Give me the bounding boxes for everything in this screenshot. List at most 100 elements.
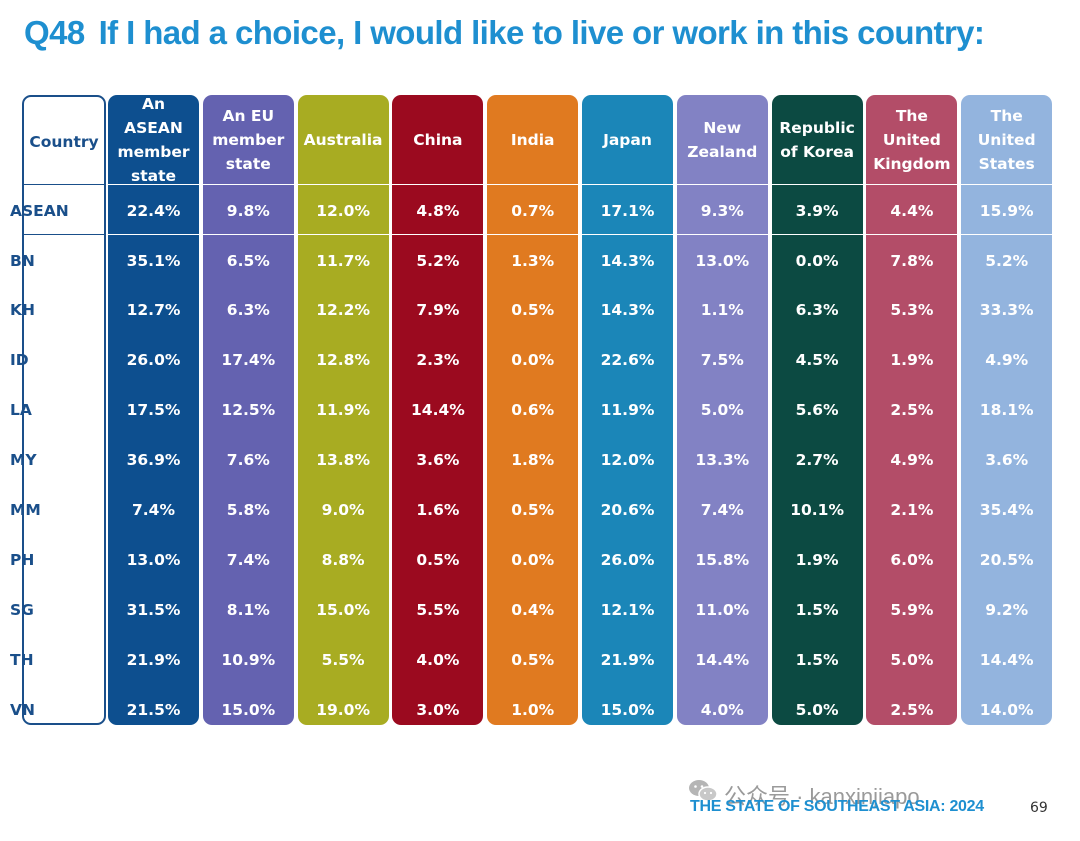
table-cell: 9.0% bbox=[321, 501, 365, 519]
table-cell: 15.8% bbox=[695, 550, 750, 569]
table-cell: 0.5% bbox=[511, 301, 555, 320]
table-cell: 1.9% bbox=[795, 550, 839, 569]
column-9: The United States 15.9% 5.2% 33.3% 4.9% 18.1%… bbox=[961, 95, 1053, 725]
table-cell: 5.6% bbox=[795, 401, 839, 420]
table-cell: 4.0% bbox=[700, 700, 744, 719]
table-cell: 1.8% bbox=[511, 451, 555, 470]
question-number: Q48 bbox=[24, 14, 85, 51]
row-label: ASEAN bbox=[10, 201, 69, 220]
table-cell: 13.0% bbox=[126, 550, 181, 569]
row-label: MM bbox=[10, 501, 41, 519]
table-cell: 4.4% bbox=[890, 201, 934, 220]
table-cell: 0.7% bbox=[511, 201, 555, 220]
column-header: Japan bbox=[603, 130, 652, 149]
table-cell: 7.4% bbox=[132, 501, 175, 519]
table-cell: 3.6% bbox=[416, 451, 460, 470]
table-cell: 5.9% bbox=[890, 600, 934, 619]
table-cell: 14.4% bbox=[979, 650, 1034, 669]
table-cell: 21.9% bbox=[600, 650, 655, 669]
table-cell: 33.3% bbox=[979, 301, 1034, 320]
table-cell: 19.0% bbox=[316, 700, 370, 719]
table-cell: 2.5% bbox=[890, 700, 934, 719]
table-cell: 5.0% bbox=[795, 700, 839, 719]
table-cell: 14.4% bbox=[411, 401, 465, 420]
table-cell: 14.0% bbox=[979, 700, 1034, 719]
column-2: Australia 12.0% 11.7% 12.2% 12.8% 11.9% 13.8% 9… bbox=[297, 95, 389, 725]
column-7: Republic of Korea 3.9% 0.0% 6.3% 4.5% 5.6% 2.7… bbox=[771, 95, 863, 725]
column-6: New Zealand 9.3% 13.0% 1.1% 7.5% 5.0% 13.3% 7.4… bbox=[676, 95, 768, 725]
table-cell: 2.3% bbox=[416, 351, 460, 370]
question-text: If I had a choice, I would like to live … bbox=[98, 14, 985, 51]
table-cell: 4.5% bbox=[795, 351, 839, 370]
table-cell: 11.7% bbox=[316, 251, 370, 270]
table-cell: 14.4% bbox=[695, 650, 750, 669]
table-cell: 13.8% bbox=[316, 451, 370, 470]
column-header: India bbox=[510, 130, 555, 149]
table-cell: 10.9% bbox=[221, 650, 276, 669]
table-cell: 7.5% bbox=[700, 351, 744, 370]
table-cell: 0.5% bbox=[511, 650, 555, 669]
table-cell: 8.8% bbox=[321, 550, 365, 569]
table-cell: 35.4% bbox=[979, 501, 1034, 519]
table-cell: 1.5% bbox=[795, 650, 839, 669]
table-cell: 0.0% bbox=[511, 550, 555, 569]
table-cell: 26.0% bbox=[126, 351, 181, 370]
column-header: An EU member state bbox=[212, 106, 285, 173]
table-cell: 12.1% bbox=[600, 600, 655, 619]
table-cell: 26.0% bbox=[600, 550, 655, 569]
column-1: An EU member state 9.8% 6.5% 6.3% 17.4% 12.5%… bbox=[202, 95, 294, 725]
table-cell: 6.3% bbox=[795, 301, 839, 320]
table-cell: 6.5% bbox=[226, 251, 270, 270]
column-header: Republic of Korea bbox=[779, 118, 855, 161]
row-label: PH bbox=[10, 550, 35, 569]
table-cell: 11.0% bbox=[695, 600, 750, 619]
table-cell: 22.4% bbox=[126, 201, 181, 220]
table-cell: 12.0% bbox=[600, 451, 655, 470]
row-label: BN bbox=[10, 251, 35, 270]
table-cell: 5.5% bbox=[416, 600, 460, 619]
table-cell: 7.8% bbox=[890, 251, 934, 270]
table-cell: 3.0% bbox=[416, 700, 460, 719]
table-cell: 20.6% bbox=[600, 501, 655, 519]
table-cell: 2.1% bbox=[890, 501, 934, 519]
table-cell: 21.9% bbox=[126, 650, 181, 669]
country-header: Country bbox=[29, 132, 99, 151]
table-cell: 5.3% bbox=[890, 301, 934, 320]
table-cell: 0.5% bbox=[511, 501, 555, 519]
table-cell: 2.5% bbox=[890, 401, 934, 420]
table-cell: 13.3% bbox=[695, 451, 750, 470]
column-header: The United Kingdom bbox=[873, 106, 951, 173]
table-cell: 0.4% bbox=[511, 600, 555, 619]
row-label: TH bbox=[10, 650, 34, 669]
row-label: SG bbox=[10, 600, 34, 619]
table-cell: 1.3% bbox=[511, 251, 555, 270]
row-label: LA bbox=[10, 401, 32, 420]
column-header: China bbox=[413, 130, 463, 149]
table-cell: 12.8% bbox=[316, 351, 370, 370]
table-cell: 7.4% bbox=[700, 501, 744, 519]
table-cell: 5.2% bbox=[985, 251, 1029, 270]
table-cell: 5.5% bbox=[321, 650, 365, 669]
table-cell: 15.0% bbox=[221, 700, 276, 719]
table-cell: 12.7% bbox=[126, 301, 181, 320]
table-cell: 15.0% bbox=[316, 600, 370, 619]
table-cell: 22.6% bbox=[600, 351, 655, 370]
table-cell: 31.5% bbox=[126, 600, 181, 619]
table-cell: 0.6% bbox=[511, 401, 555, 420]
table-cell: 4.8% bbox=[416, 201, 460, 220]
table-cell: 4.9% bbox=[985, 351, 1029, 370]
table-cell: 4.9% bbox=[890, 451, 934, 470]
table-cell: 0.5% bbox=[416, 550, 460, 569]
column-header: Australia bbox=[303, 130, 383, 149]
row-separator-country bbox=[22, 234, 106, 235]
row-label: ID bbox=[10, 351, 29, 370]
table-cell: 1.6% bbox=[416, 501, 460, 519]
column-5: Japan 17.1% 14.3% 14.3% 22.6% 11.9% 12.0% 20.6%… bbox=[582, 95, 673, 725]
table-cell: 6.0% bbox=[890, 550, 934, 569]
table-cell: 21.5% bbox=[126, 700, 181, 719]
row-separator-country bbox=[22, 184, 106, 185]
table-cell: 4.0% bbox=[416, 650, 460, 669]
table-cell: 35.1% bbox=[126, 251, 181, 270]
table-cell: 15.9% bbox=[979, 201, 1034, 220]
table-cell: 11.9% bbox=[316, 401, 370, 420]
